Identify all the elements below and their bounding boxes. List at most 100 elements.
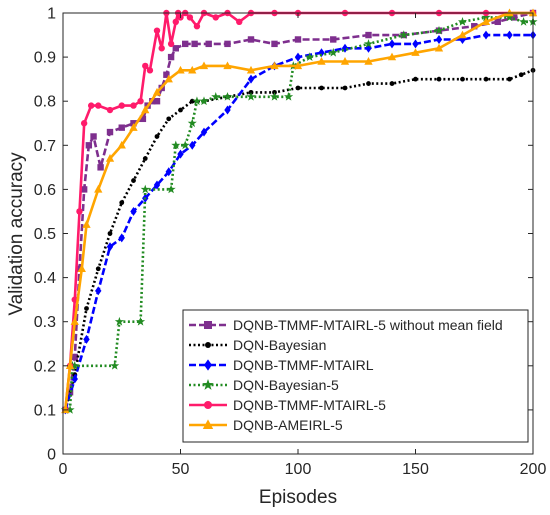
data-point: [340, 57, 350, 65]
data-point: [528, 8, 538, 17]
data-point: [152, 87, 162, 96]
legend-label: DQNB-AMEIRL-5: [233, 417, 343, 433]
data-point: [212, 14, 219, 21]
data-point: [114, 316, 124, 326]
data-point: [434, 43, 444, 52]
data-point: [187, 118, 197, 128]
data-point: [507, 76, 512, 82]
data-point: [106, 242, 114, 252]
data-point: [82, 220, 91, 228]
data-point: [328, 47, 338, 57]
data-point: [189, 98, 195, 104]
data-point: [246, 91, 256, 101]
data-point: [319, 85, 324, 91]
data-point: [172, 18, 179, 26]
data-point: [222, 91, 233, 101]
data-point: [180, 140, 190, 150]
x-tick-label: 0: [59, 461, 68, 478]
series-3: [62, 30, 537, 415]
data-point: [483, 76, 489, 82]
y-tick-label: 0.2: [34, 358, 56, 375]
legend-marker: [205, 342, 211, 348]
data-point: [118, 233, 125, 243]
data-point: [192, 96, 202, 106]
data-point: [84, 306, 89, 311]
data-point: [471, 23, 478, 30]
data-point: [85, 142, 93, 149]
legend-label: DQNB-TMMF-MTAIRL-5: [233, 397, 386, 413]
data-point: [246, 65, 256, 74]
data-point: [518, 72, 524, 78]
data-point: [131, 178, 136, 183]
data-point: [199, 96, 209, 106]
axes: 0 50 100 150 200 0 0.1 0.2 0.3 0.4 0.5 0.6 0.7 0.8 0.9…: [34, 6, 547, 479]
data-point: [117, 140, 126, 149]
legend-marker: [204, 401, 212, 409]
data-point: [188, 65, 197, 74]
data-point: [342, 85, 348, 91]
data-point: [71, 374, 78, 384]
data-point: [76, 208, 83, 215]
data-point: [77, 264, 86, 272]
legend-marker: [204, 321, 212, 329]
data-point: [435, 34, 443, 44]
series-line: [64, 11, 534, 411]
data-point: [71, 353, 78, 361]
data-point: [223, 61, 232, 70]
data-point: [171, 140, 181, 150]
data-point: [481, 17, 491, 26]
y-tick-label: 1: [47, 6, 56, 23]
data-point: [494, 18, 501, 26]
data-point: [270, 61, 279, 70]
legend-marker: [202, 419, 214, 429]
data-point: [70, 317, 79, 325]
legend-entry: DQNB-TMMF-MTAIRL: [189, 357, 374, 373]
data-point: [506, 30, 513, 40]
legend-entry: DQN-Bayesian-5: [189, 377, 339, 393]
x-tick-label: 150: [402, 461, 429, 478]
data-point: [118, 124, 125, 131]
data-point: [130, 206, 137, 216]
data-point: [65, 361, 75, 369]
data-point: [80, 186, 88, 193]
data-point: [166, 116, 172, 122]
data-point: [318, 48, 325, 58]
data-point: [153, 98, 161, 105]
y-tick-label: 0.9: [34, 50, 56, 67]
data-point: [211, 91, 221, 101]
data-point: [83, 334, 90, 344]
data-point: [110, 361, 120, 370]
data-point: [387, 52, 397, 61]
data-point: [119, 200, 125, 206]
data-point: [158, 45, 165, 52]
data-point: [284, 91, 294, 101]
data-point: [305, 52, 315, 61]
data-point: [412, 39, 419, 49]
legend-label: DQN-Bayesian-5: [233, 377, 339, 393]
series-line: [65, 16, 533, 412]
data-point: [365, 31, 372, 39]
data-point: [511, 14, 518, 21]
legend: DQNB-TMMF-MTAIRL-5 without mean field DQN…: [182, 309, 529, 443]
x-tick-label: 100: [285, 461, 312, 478]
data-point: [106, 128, 114, 136]
data-point: [142, 156, 148, 161]
data-point: [271, 40, 278, 48]
legend-marker: [204, 359, 212, 371]
data-point: [176, 65, 185, 74]
data-point: [140, 184, 150, 194]
data-point: [163, 71, 170, 78]
y-tick-label: 0.4: [34, 270, 56, 287]
legend-label: DQNB-TMMF-MTAIRL: [233, 357, 374, 373]
data-point: [199, 61, 209, 70]
data-point: [153, 27, 161, 34]
legend-entry: DQN-Bayesian: [189, 337, 326, 353]
x-tick-label: 200: [520, 461, 547, 478]
data-point: [294, 52, 302, 62]
data-point: [146, 67, 154, 74]
data-point: [97, 164, 104, 171]
data-point: [106, 106, 114, 114]
data-point: [164, 74, 173, 83]
data-point: [388, 39, 396, 49]
